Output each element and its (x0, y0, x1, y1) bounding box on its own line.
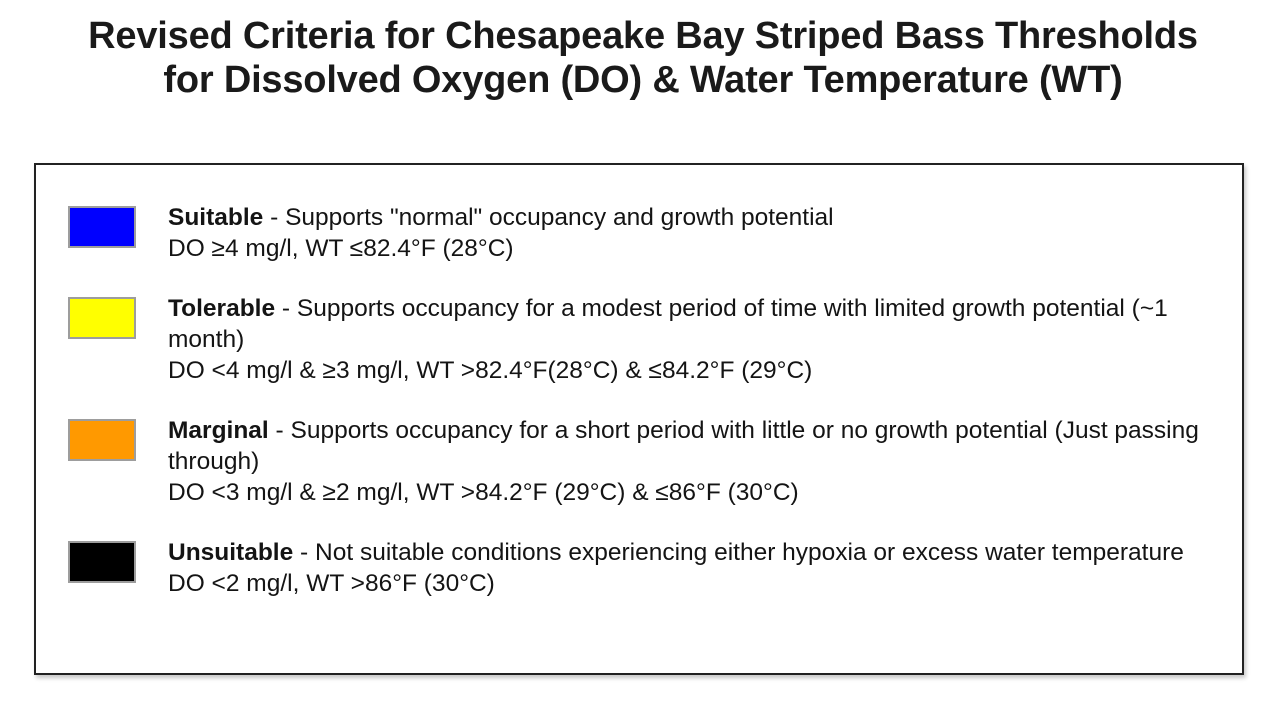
legend-item-desc-marginal: Supports occupancy for a short period wi… (168, 417, 1199, 475)
legend-item-desc-tolerable: Supports occupancy for a modest period o… (168, 295, 1168, 353)
legend-item-text-unsuitable: Unsuitable - Not suitable conditions exp… (168, 537, 1224, 599)
legend-list: Suitable - Supports "normal" occupancy a… (68, 202, 1224, 599)
legend-item-tolerable: Tolerable - Supports occupancy for a mod… (68, 293, 1224, 386)
page-title: Revised Criteria for Chesapeake Bay Stri… (40, 14, 1246, 103)
legend-item-separator-marginal: - (268, 417, 291, 444)
legend-item-name-unsuitable: Unsuitable (168, 539, 294, 566)
legend-item-name-marginal: Marginal (168, 417, 269, 444)
color-swatch-marginal (68, 419, 136, 461)
legend-item-criteria-unsuitable: DO <2 mg/l, WT >86°F (30°C) (168, 570, 495, 597)
legend-panel: Suitable - Supports "normal" occupancy a… (34, 163, 1244, 675)
legend-item-description-suitable: Suitable - Supports "normal" occupancy a… (168, 202, 1224, 233)
legend-item-separator-suitable: - (263, 204, 286, 231)
legend-item-description-marginal: Marginal - Supports occupancy for a shor… (168, 415, 1224, 477)
page-title-line-1: Revised Criteria for Chesapeake Bay Stri… (88, 15, 1198, 57)
legend-item-criteria-marginal: DO <3 mg/l & ≥2 mg/l, WT >84.2°F (29°C) … (168, 479, 799, 506)
legend-item-description-tolerable: Tolerable - Supports occupancy for a mod… (168, 293, 1224, 355)
legend-item-text-marginal: Marginal - Supports occupancy for a shor… (168, 415, 1224, 508)
color-swatch-tolerable (68, 297, 136, 339)
legend-item-text-suitable: Suitable - Supports "normal" occupancy a… (168, 202, 1224, 264)
legend-item-criteria-tolerable: DO <4 mg/l & ≥3 mg/l, WT >82.4°F(28°C) &… (168, 357, 813, 384)
legend-item-description-unsuitable: Unsuitable - Not suitable conditions exp… (168, 537, 1224, 568)
color-swatch-suitable (68, 206, 136, 248)
color-swatch-unsuitable (68, 541, 136, 583)
legend-item-separator-unsuitable: - (293, 539, 316, 566)
legend-item-separator-tolerable: - (275, 295, 297, 322)
legend-item-marginal: Marginal - Supports occupancy for a shor… (68, 415, 1224, 508)
page-title-line-2: for Dissolved Oxygen (DO) & Water Temper… (163, 59, 1123, 102)
legend-item-name-suitable: Suitable (168, 204, 264, 231)
legend-item-unsuitable: Unsuitable - Not suitable conditions exp… (68, 537, 1224, 599)
legend-item-suitable: Suitable - Supports "normal" occupancy a… (68, 202, 1224, 264)
legend-item-criteria-suitable: DO ≥4 mg/l, WT ≤82.4°F (28°C) (168, 235, 514, 262)
legend-item-desc-suitable: Supports "normal" occupancy and growth p… (285, 204, 834, 231)
legend-item-name-tolerable: Tolerable (168, 295, 276, 322)
legend-item-text-tolerable: Tolerable - Supports occupancy for a mod… (168, 293, 1224, 386)
legend-item-desc-unsuitable: Not suitable conditions experiencing eit… (315, 539, 1184, 566)
